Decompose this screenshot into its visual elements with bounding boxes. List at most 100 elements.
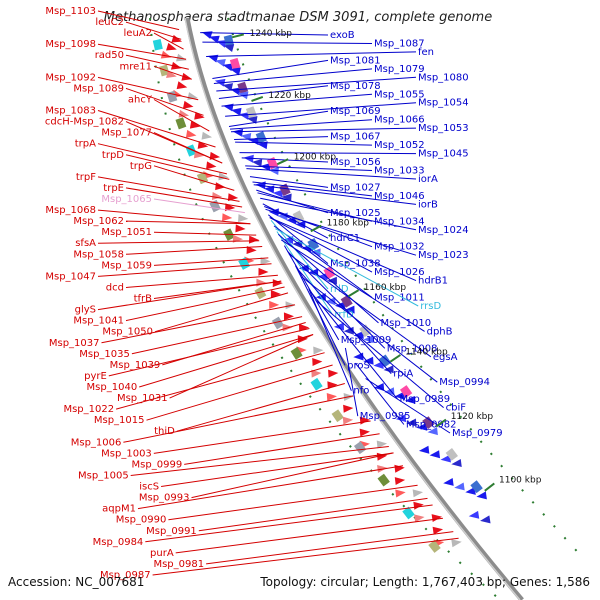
reverse-gene-arrow: [334, 301, 346, 310]
label-leader-line: [281, 239, 425, 332]
gene-label: pyrE: [84, 371, 107, 382]
forward-gene-arrow: [238, 214, 249, 223]
label-leader-line: [145, 504, 433, 543]
gene-label: Msp_0990: [116, 515, 167, 526]
reverse-gene-arrow: [268, 208, 279, 217]
reverse-gene-arrow: [264, 185, 275, 194]
forward-gene-arrow: [394, 464, 405, 473]
forward-gene-arrow: [328, 369, 339, 378]
forward-gene-arrow: [224, 203, 236, 212]
label-leader-line: [131, 316, 303, 355]
gene-label: rrfD: [334, 309, 354, 320]
forward-gene-arrow: [256, 278, 267, 287]
gene-label: Msp_1005: [78, 471, 129, 482]
forward-gene-arrow: [376, 440, 388, 449]
reverse-gene-arrow: [268, 167, 279, 176]
label-leader-line: [235, 141, 373, 146]
reverse-gene-arrow: [344, 305, 355, 314]
reverse-gene-arrow: [418, 445, 430, 454]
label-leader-line: [175, 517, 443, 554]
gene-label: Msp_0993: [139, 493, 190, 504]
topology-text: Topology: circular; Length: 1,767,403 bp…: [259, 575, 590, 589]
gene-label: Msp_1041: [73, 316, 124, 327]
forward-gene-arrow: [170, 61, 182, 70]
gene-label: hdrC1: [330, 233, 360, 244]
reverse-gene-arrow: [395, 414, 407, 423]
label-leader-line: [153, 165, 235, 191]
forward-gene-arrow: [342, 416, 354, 425]
label-leader-line: [139, 334, 314, 388]
reverse-gene-arrow: [272, 189, 283, 198]
forward-gene-arrow: [312, 357, 323, 366]
kbp-tick: [389, 354, 401, 363]
reverse-gene-arrow: [429, 450, 441, 459]
forward-gene-arrow: [178, 109, 190, 118]
reverse-gene-arrow: [246, 116, 258, 124]
reverse-gene-arrow: [295, 220, 306, 229]
forward-gene-arrow: [201, 131, 213, 140]
feature-box: [377, 473, 390, 487]
label-leader-line: [287, 250, 386, 349]
label-leader-line: [354, 362, 405, 425]
gene-label: ahcY: [128, 95, 153, 106]
feature-box: [331, 409, 344, 423]
reverse-gene-arrow: [465, 486, 476, 495]
label-leader-line: [344, 347, 359, 417]
feature-box: [470, 480, 483, 494]
gene-label: Msp_1032: [374, 242, 425, 253]
forward-gene-arrow: [246, 246, 257, 255]
gene-label: aqpM1: [102, 504, 136, 515]
reverse-gene-arrow: [326, 276, 337, 285]
label-leader-line: [125, 286, 285, 322]
gene-label: sfsA: [75, 238, 96, 249]
label-leader-line: [97, 263, 272, 277]
kbp-tick: [276, 158, 289, 166]
gene-label: Msp_1035: [79, 349, 130, 360]
gene-label: Msp_1079: [374, 64, 425, 75]
reverse-gene-arrow: [232, 128, 244, 137]
label-leader-line: [130, 446, 389, 476]
label-leader-line: [125, 154, 230, 180]
gene-label: dphB: [427, 326, 453, 337]
reverse-gene-arrow: [404, 395, 416, 404]
gene-label: nfo: [353, 386, 369, 397]
feature-box: [307, 237, 320, 251]
forward-gene-arrow: [215, 182, 226, 191]
gene-label: leuA2: [124, 28, 152, 39]
feature-box: [152, 38, 163, 51]
gene-label: trpG: [130, 161, 152, 172]
feature-box: [223, 34, 234, 47]
label-leader-line: [123, 395, 354, 443]
gene-label: Msp_1083: [45, 106, 96, 117]
label-leader-line: [125, 54, 189, 70]
label-leader-line: [288, 253, 432, 358]
gene-label: Msp_1011: [374, 293, 425, 304]
gene-label: Msp_1081: [330, 55, 381, 66]
gene-label: leuC2: [95, 17, 124, 28]
gene-label: trpD: [102, 150, 124, 161]
gene-label: Msp_0985: [360, 411, 411, 422]
forward-gene-arrow: [218, 172, 229, 181]
label-leader-line: [229, 119, 373, 130]
reverse-gene-arrow: [427, 427, 438, 436]
forward-gene-arrow: [413, 501, 424, 510]
gene-label: Msp_1053: [418, 123, 469, 134]
reverse-gene-arrow: [468, 510, 480, 519]
label-leader-line: [212, 59, 329, 79]
gene-label: Msp_1027: [330, 182, 381, 193]
label-leader-line: [125, 87, 204, 116]
label-leader-line: [168, 484, 418, 521]
gene-label: Msp_1056: [330, 157, 381, 168]
gene-label: Msp_1069: [330, 106, 381, 117]
feature-box: [175, 117, 187, 130]
forward-gene-arrow: [176, 53, 187, 62]
gene-label: Msp_1047: [45, 271, 96, 282]
gene-label: trpA: [75, 139, 96, 150]
label-leader-line: [169, 334, 314, 399]
label-leader-line: [125, 220, 251, 225]
forward-gene-arrow: [258, 267, 269, 276]
gene-label: Msp_1055: [374, 89, 425, 100]
gene-label: Msp_1039: [110, 360, 161, 371]
